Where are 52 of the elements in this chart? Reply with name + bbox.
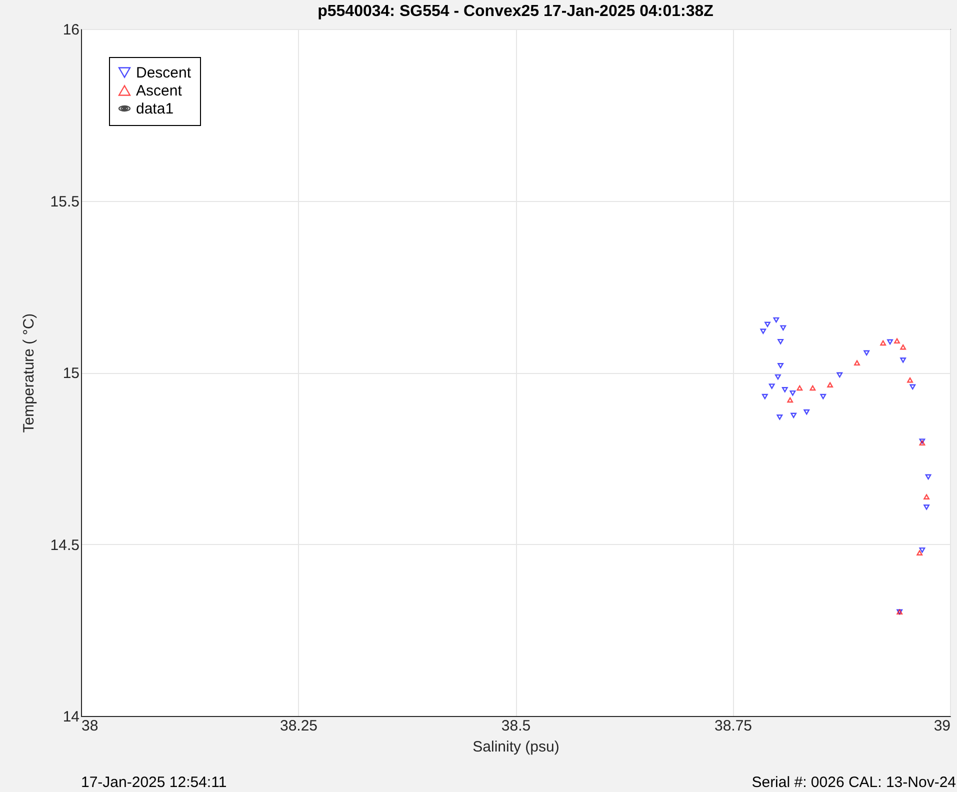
point	[768, 384, 775, 389]
point	[907, 377, 913, 383]
y-tick-label: 15	[62, 365, 80, 382]
y-tick-label: 14.5	[50, 536, 80, 554]
y-tick-label: 16	[62, 22, 80, 38]
x-tick-label: 38.25	[280, 718, 318, 734]
point	[790, 390, 796, 396]
y-tick-label: 15.5	[50, 193, 80, 210]
chart-title: p5540034: SG554 - Convex25 17-Jan-2025 04:01:38Z	[318, 3, 714, 20]
point	[916, 550, 923, 556]
x-axis-title: Salinity (psu)	[472, 738, 560, 756]
point	[774, 374, 781, 380]
legend-label: Ascent	[136, 82, 183, 100]
point	[762, 394, 768, 400]
text: Serial #: 0026 CAL: 13-Nov-24	[752, 774, 956, 791]
point	[773, 317, 780, 323]
legend-label: Descent	[136, 64, 192, 82]
point	[782, 387, 788, 392]
point	[910, 384, 916, 390]
point	[894, 338, 900, 344]
x-tick-label: 39	[934, 718, 950, 734]
point	[796, 385, 803, 391]
point	[787, 397, 794, 403]
point	[924, 504, 930, 510]
point	[827, 382, 834, 388]
legend-label: data1	[136, 100, 174, 118]
point	[880, 340, 886, 346]
point	[925, 474, 932, 480]
y-tick-label: 14	[62, 708, 80, 726]
point	[887, 339, 893, 345]
point	[924, 494, 930, 500]
point	[780, 325, 786, 330]
point	[854, 360, 860, 366]
point	[764, 322, 770, 328]
x-tick-label: 38	[82, 718, 98, 734]
x-tick-label: 38.5	[501, 718, 531, 734]
point	[864, 350, 870, 356]
text: 17-Jan-2025 12:54:11	[81, 774, 227, 791]
point	[919, 547, 926, 553]
point	[778, 363, 784, 368]
point	[760, 328, 766, 334]
point	[778, 338, 784, 344]
point	[810, 385, 816, 391]
y-axis-title: Temperature ( °C)	[20, 313, 38, 433]
point	[900, 358, 906, 363]
point	[900, 344, 906, 350]
point	[820, 394, 826, 400]
point	[836, 372, 843, 378]
point	[790, 412, 797, 418]
x-tick-label: 38.75	[714, 718, 752, 734]
point	[776, 414, 783, 420]
point	[804, 409, 810, 415]
